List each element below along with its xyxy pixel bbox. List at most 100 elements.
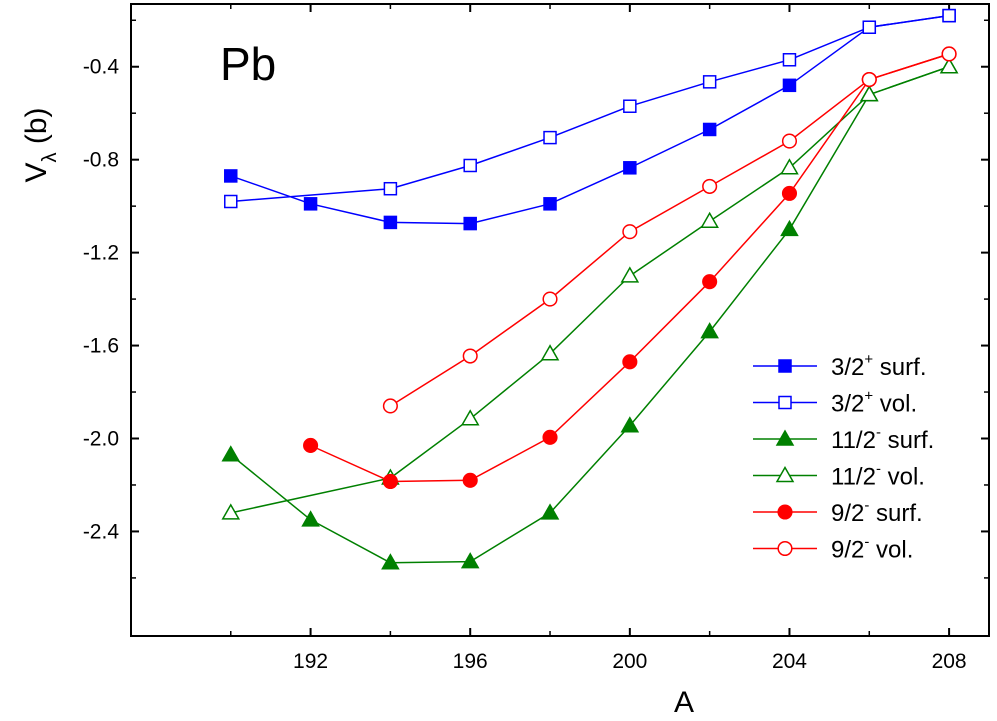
data-point	[303, 197, 318, 211]
data-point	[382, 398, 398, 414]
legend-marker	[775, 465, 795, 483]
legend-entry: 3/2+ surf.	[753, 351, 926, 381]
series-1	[224, 8, 956, 209]
y-tick-label: -1.2	[83, 242, 119, 265]
data-point	[622, 354, 638, 370]
data-point	[942, 8, 956, 23]
data-point	[780, 219, 799, 237]
data-point	[623, 161, 637, 175]
legend-label-suffix: vol.	[869, 537, 913, 564]
x-tick-label: 196	[453, 650, 488, 673]
legend-label-sup: -	[876, 461, 881, 478]
legend-label: 3/2+ vol.	[831, 388, 917, 418]
plot-border	[130, 3, 990, 637]
data-point	[382, 473, 398, 490]
legend-marker	[777, 504, 793, 520]
data-point	[381, 553, 400, 570]
legend: 3/2+ surf.3/2+ vol.11/2- surf.11/2- vol.…	[753, 351, 934, 564]
y-tick-label: -2.4	[83, 520, 120, 543]
legend-label-main: 3/2	[831, 391, 864, 418]
series-4	[303, 46, 957, 490]
data-point	[542, 291, 558, 307]
data-point	[540, 344, 560, 361]
legend-label-sup: -	[864, 534, 869, 551]
data-point	[301, 510, 320, 527]
legend-marker	[775, 429, 795, 446]
y-axis-title: Vλ (b)	[20, 107, 61, 182]
data-point	[463, 216, 477, 231]
y-axis-title-unit: (b)	[20, 107, 53, 152]
y-tick-label: -2.0	[83, 428, 119, 451]
data-point	[221, 503, 241, 520]
data-point	[939, 57, 959, 74]
data-point	[859, 85, 879, 102]
data-point	[383, 181, 398, 196]
legend-label-main: 9/2	[831, 500, 864, 527]
series-layer	[221, 8, 959, 570]
legend-label-suffix: surf.	[873, 354, 926, 381]
legend-label-suffix: surf.	[881, 427, 934, 454]
data-point	[781, 185, 798, 201]
x-axis-title: A	[674, 686, 694, 719]
legend-entry: 3/2+ vol.	[753, 388, 917, 418]
legend-label-suffix: vol.	[881, 464, 925, 491]
legend-label: 3/2+ surf.	[831, 351, 926, 381]
data-point	[782, 78, 797, 93]
data-point	[780, 158, 799, 175]
y-tick-label: -0.8	[83, 149, 119, 172]
data-point	[623, 99, 637, 113]
data-point	[303, 437, 319, 454]
x-tick-label: 192	[293, 650, 328, 673]
legend-label-main: 11/2	[831, 427, 876, 454]
data-point	[781, 133, 798, 149]
series-line	[390, 53, 950, 407]
data-point	[462, 348, 478, 364]
data-point	[620, 416, 640, 433]
series-5	[382, 46, 957, 414]
legend-entry: 11/2- vol.	[753, 461, 925, 491]
legend-label: 11/2- surf.	[831, 424, 934, 454]
legend-label-main: 9/2	[831, 537, 864, 564]
data-point	[224, 169, 238, 183]
x-tick-label: 200	[612, 650, 647, 673]
legend-label-main: 3/2	[831, 354, 864, 381]
legend-entry: 9/2- vol.	[753, 534, 913, 564]
data-point	[702, 75, 717, 89]
x-tick-label: 204	[772, 650, 807, 673]
legend-label: 9/2- surf.	[831, 497, 923, 527]
data-point	[543, 197, 557, 211]
data-point	[460, 552, 480, 569]
data-point	[702, 274, 718, 290]
data-point	[622, 224, 638, 240]
data-point	[941, 46, 957, 62]
legend-marker	[778, 395, 792, 410]
data-point	[543, 130, 557, 145]
legend-label: 11/2- vol.	[831, 461, 925, 491]
y-tick-label: -0.4	[83, 56, 120, 79]
data-point	[862, 20, 877, 34]
data-point	[540, 503, 560, 520]
data-point	[861, 71, 877, 88]
data-point	[383, 215, 398, 230]
data-point	[700, 211, 719, 228]
data-point	[782, 53, 797, 67]
legend-label-suffix: surf.	[869, 500, 922, 527]
legend-entry: 9/2- surf.	[753, 497, 923, 527]
legend-label-sup: -	[876, 424, 881, 441]
legend-label-sup: +	[864, 351, 873, 368]
series-line	[230, 14, 950, 225]
plot-frame	[130, 3, 990, 637]
legend-entry: 11/2- surf.	[753, 424, 934, 454]
data-point	[702, 178, 718, 194]
data-point	[462, 472, 478, 488]
legend-marker	[778, 359, 792, 373]
data-point	[221, 445, 241, 462]
element-annotation: Pb	[220, 38, 276, 90]
axis-ticks	[131, 4, 989, 636]
series-line	[230, 65, 950, 564]
y-axis-title-subscript: λ	[39, 152, 61, 162]
y-axis-title-main: V	[20, 162, 53, 182]
x-tick-label: 208	[932, 650, 967, 673]
